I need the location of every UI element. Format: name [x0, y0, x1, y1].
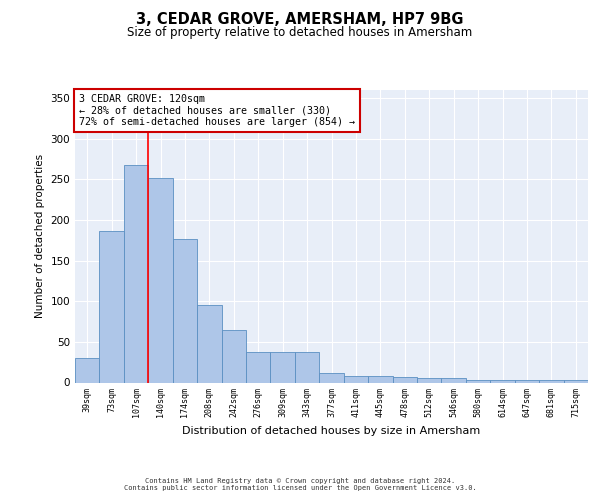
Bar [148, 178, 173, 382]
Bar [563, 380, 588, 382]
Bar [368, 376, 392, 382]
Text: 3 CEDAR GROVE: 120sqm
← 28% of detached houses are smaller (330)
72% of semi-det: 3 CEDAR GROVE: 120sqm ← 28% of detached … [79, 94, 355, 128]
Bar [319, 373, 344, 382]
Bar [539, 380, 563, 382]
Bar [173, 238, 197, 382]
Text: 3, CEDAR GROVE, AMERSHAM, HP7 9BG: 3, CEDAR GROVE, AMERSHAM, HP7 9BG [136, 12, 464, 28]
Text: Contains HM Land Registry data © Crown copyright and database right 2024.
Contai: Contains HM Land Registry data © Crown c… [124, 478, 476, 491]
Bar [271, 352, 295, 382]
Bar [442, 378, 466, 382]
Bar [221, 330, 246, 382]
Bar [75, 358, 100, 382]
Bar [515, 380, 539, 382]
Text: Size of property relative to detached houses in Amersham: Size of property relative to detached ho… [127, 26, 473, 39]
Bar [466, 380, 490, 382]
Bar [100, 232, 124, 382]
X-axis label: Distribution of detached houses by size in Amersham: Distribution of detached houses by size … [182, 426, 481, 436]
Bar [124, 165, 148, 382]
Bar [246, 352, 271, 382]
Bar [392, 377, 417, 382]
Y-axis label: Number of detached properties: Number of detached properties [35, 154, 45, 318]
Bar [490, 380, 515, 382]
Bar [295, 352, 319, 382]
Bar [417, 378, 442, 382]
Bar [197, 306, 221, 382]
Bar [344, 376, 368, 382]
